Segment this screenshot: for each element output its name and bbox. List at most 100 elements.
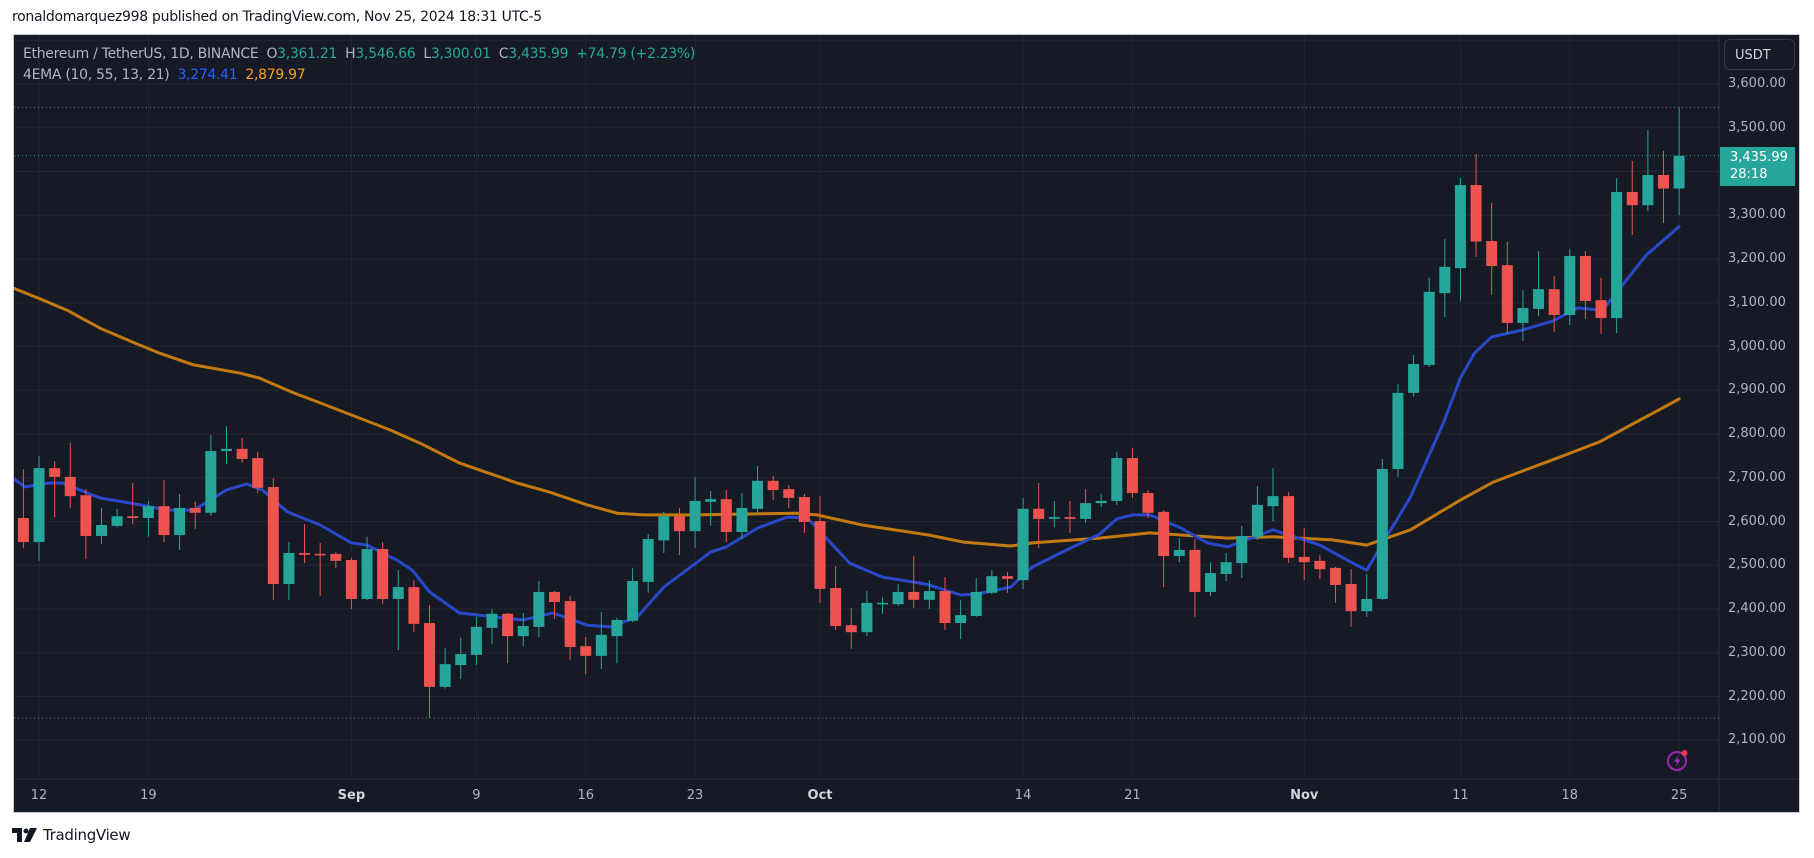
candle-up [33, 468, 45, 543]
open-label: O [266, 46, 278, 62]
candle-up [486, 613, 498, 628]
candle-up [392, 587, 404, 599]
candle-up [892, 591, 904, 605]
chart-legend: Ethereum / TetherUS, 1D, BINANCE O3,361.2… [23, 44, 695, 86]
plot-layer [14, 107, 1685, 718]
candle-up [1642, 175, 1654, 206]
low-label: L [423, 46, 431, 62]
candle-down [424, 623, 436, 687]
tradingview-logo-icon [12, 828, 37, 842]
candle-up [470, 626, 482, 655]
ema-slow-value: 2,879.97 [245, 67, 306, 83]
time-axis-label: Nov [1290, 788, 1319, 803]
candle-down [1142, 493, 1154, 513]
time-axis-label: 19 [140, 788, 157, 803]
candle-down [1158, 511, 1170, 557]
candle-up [533, 591, 545, 627]
candle-up [1236, 535, 1248, 564]
candle-up [174, 507, 186, 536]
currency-button[interactable]: USDT [1724, 39, 1795, 70]
time-axis-label: Sep [337, 788, 366, 803]
lightning-alert-icon[interactable] [1666, 748, 1690, 772]
candle-up [517, 626, 529, 637]
candle-up [1205, 573, 1217, 592]
candle-down [1329, 567, 1341, 585]
candle-up [220, 448, 232, 452]
candle-up [955, 615, 967, 623]
candle-down [158, 506, 170, 536]
candle-up [1564, 255, 1576, 315]
price-axis-label: 2,900.00 [1728, 382, 1786, 398]
candle-up [1423, 291, 1435, 365]
candle-up [1439, 266, 1451, 294]
candle-down [1579, 255, 1591, 301]
candle-down [830, 588, 842, 627]
price-axis-label: 2,700.00 [1728, 469, 1786, 485]
candle-up [1517, 308, 1529, 323]
time-axis-label: Oct [807, 788, 833, 803]
price-axis-label: 3,000.00 [1728, 338, 1786, 354]
high-value: 3,546.66 [355, 46, 416, 62]
candle-up [1111, 458, 1123, 501]
candle-up [1220, 562, 1232, 574]
candle-down [767, 480, 779, 490]
price-axis-label: 2,300.00 [1728, 644, 1786, 660]
indicator-legend-row[interactable]: 4EMA (10, 55, 13, 21) 3,274.41 2,879.97 [23, 65, 695, 86]
candle-down [1298, 556, 1310, 563]
candle-up [142, 506, 154, 518]
candle-down [845, 625, 857, 633]
candle-up [1408, 364, 1420, 393]
candle-down [1314, 560, 1326, 570]
time-axis-label: 16 [577, 788, 594, 803]
candle-down [330, 553, 342, 561]
price-axis-label: 3,200.00 [1728, 251, 1786, 266]
candle-up [1533, 289, 1545, 309]
candle-up [705, 499, 717, 502]
candle-down [1548, 289, 1560, 315]
time-axis-label: 23 [686, 788, 704, 803]
tradingview-footer[interactable]: TradingView [12, 826, 131, 844]
candle-up [1267, 496, 1279, 507]
time-axis-label: 11 [1452, 788, 1469, 803]
candle-up [1454, 185, 1466, 269]
candle-down [1189, 549, 1201, 592]
change-value: +74.79 (+2.23%) [576, 46, 696, 62]
time-axis-label: 12 [30, 788, 48, 803]
candle-up [1361, 598, 1373, 612]
candle-down [673, 516, 685, 532]
candle-down [1064, 517, 1076, 519]
price-axis-label: 2,800.00 [1728, 426, 1786, 441]
candle-up [361, 549, 373, 599]
candle-down [1126, 458, 1138, 494]
candle-down [1033, 508, 1045, 519]
low-value: 3,300.01 [430, 46, 491, 62]
time-axis-label: 21 [1124, 788, 1141, 803]
close-value: 3,435.99 [508, 46, 569, 62]
bar-countdown: 28:18 [1730, 167, 1768, 182]
candle-up [611, 619, 623, 637]
candle-down [1283, 496, 1295, 558]
chart-frame[interactable] [13, 34, 1800, 813]
symbol-title: Ethereum / TetherUS, 1D, BINANCE [23, 46, 259, 62]
candle-down [236, 448, 248, 459]
ema-fast-value: 3,274.41 [177, 67, 238, 83]
candle-down [1345, 584, 1357, 612]
candle-down [314, 553, 326, 556]
high-label: H [345, 46, 356, 62]
candle-up [205, 451, 217, 513]
time-axis-label: 25 [1670, 788, 1688, 803]
candle-up [96, 525, 107, 536]
price-axis-label: 3,500.00 [1728, 119, 1786, 135]
candle-down [1470, 185, 1482, 242]
candle-down [720, 499, 732, 532]
candle-down [49, 468, 61, 477]
candle-up [658, 516, 670, 541]
price-axis-label: 2,200.00 [1728, 688, 1786, 704]
candle-up [1095, 500, 1107, 504]
symbol-legend-row[interactable]: Ethereum / TetherUS, 1D, BINANCE O3,361.2… [23, 44, 695, 65]
indicator-name: 4EMA (10, 55, 13, 21) [23, 67, 170, 83]
candle-up [1173, 549, 1185, 557]
time-axis-label: 14 [1014, 788, 1032, 803]
candle-up [439, 664, 451, 687]
